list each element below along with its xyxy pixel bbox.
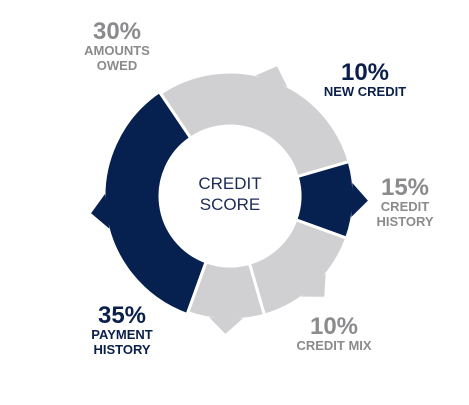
label-credit-history: 15% CREDIT HISTORY	[355, 176, 455, 230]
slice-payment-history	[102, 90, 208, 316]
percent-new-credit: 10%	[340, 59, 390, 86]
name-payment-history-2: HISTORY	[93, 341, 151, 357]
label-payment-history: 35% PAYMENT HISTORY	[62, 304, 182, 358]
slice-credit-history	[247, 218, 349, 317]
percent-credit-history: 15%	[380, 174, 430, 201]
center-label-line-1: CREDIT	[198, 174, 262, 193]
name-new-credit: NEW CREDIT	[323, 84, 407, 99]
center-label: CREDIT SCORE	[180, 174, 280, 215]
pointer-credit-mix	[208, 317, 244, 334]
slice-amounts-owed	[158, 70, 351, 179]
name-credit-history-1: CREDIT	[380, 199, 430, 214]
pointer-credit-history	[300, 273, 326, 297]
name-credit-mix: CREDIT MIX	[296, 338, 372, 353]
percent-amounts-owed: 30%	[92, 18, 142, 45]
center-label-line-2: SCORE	[199, 194, 261, 214]
name-amounts-owed-2: OWED	[96, 57, 138, 73]
pointer-amounts-owed	[255, 66, 288, 88]
label-amounts-owed: 30% AMOUNTS OWED	[57, 20, 177, 74]
label-credit-mix: 10% CREDIT MIX	[274, 315, 394, 354]
pointer-new-credit	[351, 182, 368, 218]
name-payment-history-1: PAYMENT	[91, 327, 153, 342]
percent-credit-mix: 10%	[309, 313, 359, 340]
percent-payment-history: 35%	[97, 302, 147, 329]
name-amounts-owed-1: AMOUNTS	[84, 43, 150, 58]
label-new-credit: 10% NEW CREDIT	[305, 61, 425, 100]
name-credit-history-2: HISTORY	[376, 213, 434, 229]
pointer-payment-history	[91, 194, 110, 229]
